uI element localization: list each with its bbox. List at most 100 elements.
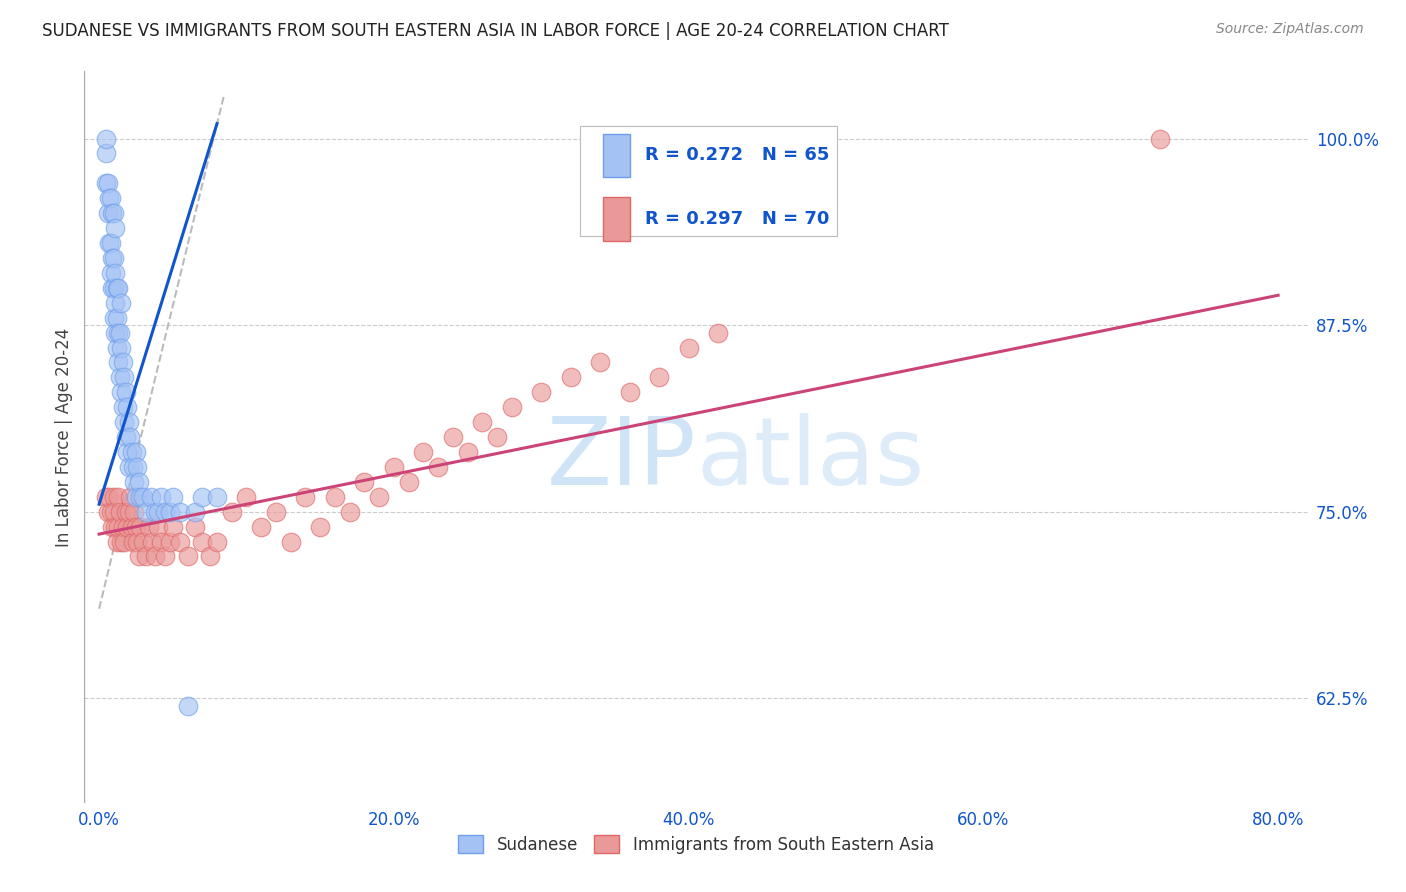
Point: [138, 519, 160, 533]
Point: [117, 505, 139, 519]
Point: [122, 534, 145, 549]
Point: [184, 519, 207, 533]
Point: [114, 430, 136, 444]
Point: [382, 459, 405, 474]
Point: [110, 534, 132, 549]
Point: [457, 445, 479, 459]
Point: [146, 505, 169, 519]
Y-axis label: In Labor Force | Age 20-24: In Labor Force | Age 20-24: [55, 327, 73, 547]
Text: atlas: atlas: [696, 413, 924, 505]
Point: [560, 370, 582, 384]
Point: [107, 490, 129, 504]
Point: [169, 505, 191, 519]
Point: [96, 131, 118, 145]
Point: [205, 490, 228, 504]
Point: [111, 519, 134, 533]
Point: [353, 475, 375, 489]
Point: [127, 534, 149, 549]
Point: [124, 505, 146, 519]
Point: [100, 191, 122, 205]
Point: [111, 355, 134, 369]
Point: [98, 235, 121, 250]
Point: [398, 475, 420, 489]
Text: SUDANESE VS IMMIGRANTS FROM SOUTH EASTERN ASIA IN LABOR FORCE | AGE 20-24 CORREL: SUDANESE VS IMMIGRANTS FROM SOUTH EASTER…: [42, 22, 949, 40]
FancyBboxPatch shape: [603, 134, 630, 178]
Point: [294, 490, 316, 504]
Point: [121, 445, 143, 459]
Point: [112, 370, 135, 384]
Point: [118, 430, 141, 444]
Text: R = 0.272   N = 65: R = 0.272 N = 65: [644, 146, 830, 164]
Point: [96, 146, 118, 161]
Legend: Sudanese, Immigrants from South Eastern Asia: Sudanese, Immigrants from South Eastern …: [451, 829, 941, 860]
Point: [104, 295, 127, 310]
Point: [110, 385, 132, 400]
Point: [619, 385, 641, 400]
Point: [114, 385, 136, 400]
Point: [309, 519, 332, 533]
Point: [132, 534, 155, 549]
Point: [501, 401, 523, 415]
FancyBboxPatch shape: [579, 126, 837, 235]
Point: [139, 490, 162, 504]
Point: [104, 326, 127, 340]
Point: [129, 519, 152, 533]
Point: [110, 295, 132, 310]
Point: [105, 534, 128, 549]
Point: [103, 310, 125, 325]
Point: [150, 490, 173, 504]
Point: [159, 505, 181, 519]
Point: [129, 490, 152, 504]
Point: [110, 341, 132, 355]
Point: [176, 698, 198, 713]
Point: [104, 519, 127, 533]
Point: [184, 505, 207, 519]
Point: [678, 341, 700, 355]
Point: [104, 266, 127, 280]
Point: [96, 490, 118, 504]
Point: [107, 281, 129, 295]
Point: [107, 519, 129, 533]
Point: [117, 459, 139, 474]
Point: [97, 177, 120, 191]
Point: [107, 326, 129, 340]
Point: [132, 490, 155, 504]
Point: [250, 519, 273, 533]
Point: [143, 505, 166, 519]
Point: [105, 341, 128, 355]
Point: [155, 549, 177, 564]
Point: [98, 490, 121, 504]
Point: [98, 191, 121, 205]
Point: [155, 505, 177, 519]
Point: [128, 549, 150, 564]
Point: [108, 370, 131, 384]
Point: [471, 415, 494, 429]
Point: [1149, 131, 1171, 145]
Point: [105, 310, 128, 325]
Point: [159, 534, 181, 549]
Point: [124, 475, 146, 489]
Point: [115, 519, 138, 533]
Point: [118, 490, 141, 504]
Point: [135, 505, 157, 519]
Point: [100, 235, 122, 250]
Point: [125, 490, 148, 504]
Point: [412, 445, 434, 459]
Point: [128, 475, 150, 489]
Point: [141, 534, 163, 549]
Point: [112, 534, 135, 549]
Point: [162, 490, 184, 504]
Point: [103, 281, 125, 295]
Point: [162, 519, 184, 533]
Point: [115, 445, 138, 459]
Point: [100, 505, 122, 519]
Point: [135, 549, 157, 564]
Point: [115, 401, 138, 415]
Point: [323, 490, 346, 504]
Point: [530, 385, 553, 400]
Point: [150, 534, 173, 549]
Point: [107, 355, 129, 369]
Point: [191, 490, 214, 504]
Point: [264, 505, 287, 519]
Point: [105, 281, 128, 295]
